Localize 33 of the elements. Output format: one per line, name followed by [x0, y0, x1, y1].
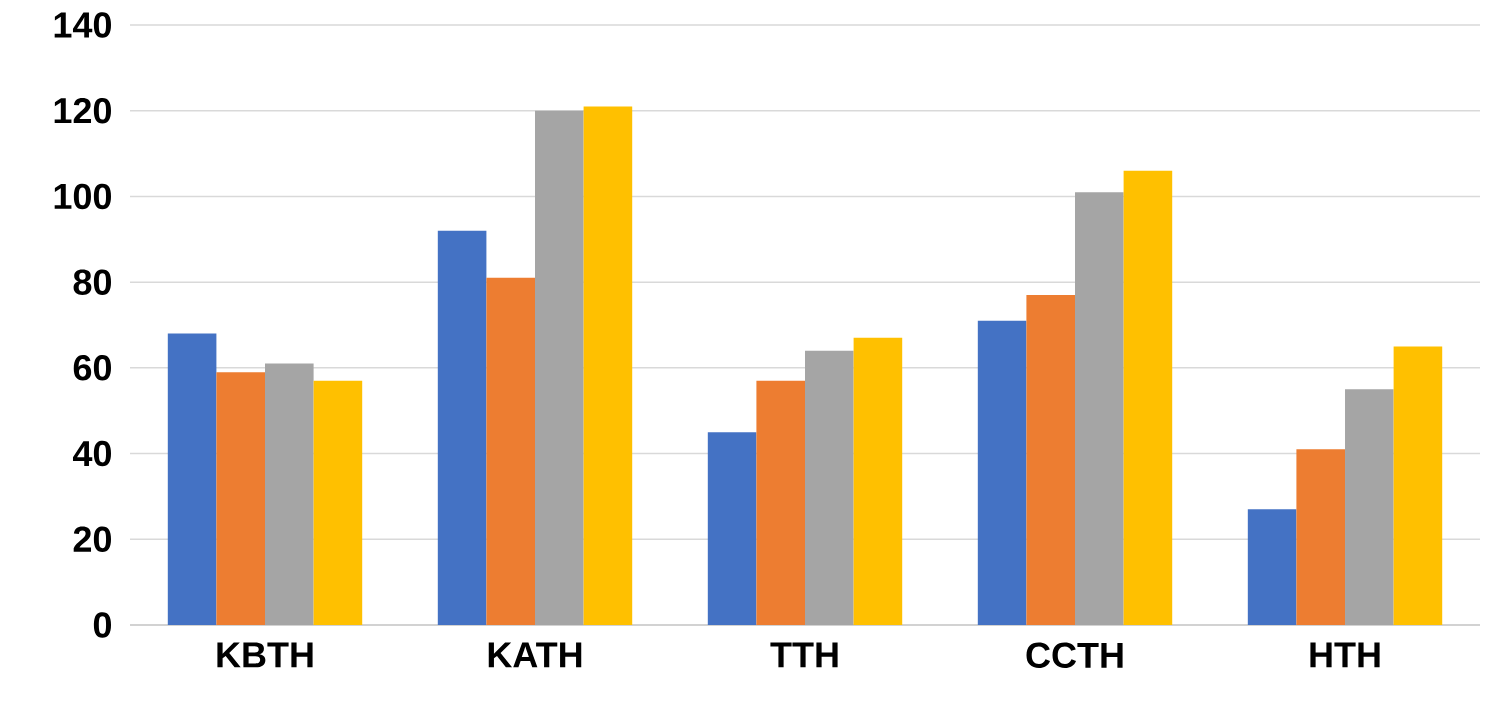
bar	[756, 380, 806, 625]
y-tick-label: 100	[54, 183, 111, 210]
y-tick-label: 40	[72, 440, 111, 467]
bar	[437, 230, 487, 625]
bar	[313, 380, 363, 625]
y-tick-label: 80	[73, 269, 111, 295]
x-tick-label: HTH	[1310, 642, 1380, 668]
bar	[853, 337, 903, 625]
x-tick-label: TTH	[770, 642, 838, 668]
bar	[486, 277, 535, 625]
bar	[1345, 389, 1394, 625]
bar	[1123, 170, 1173, 625]
bar	[1393, 346, 1443, 625]
y-tick-label: 140	[54, 12, 111, 38]
bar	[1026, 295, 1076, 625]
bar	[977, 320, 1027, 625]
x-tick-label: KATH	[488, 642, 582, 668]
y-tick-label: 20	[73, 526, 111, 553]
bar	[1296, 449, 1346, 625]
bar	[265, 363, 314, 625]
bar	[583, 106, 633, 625]
y-tick-label: 60	[73, 355, 111, 381]
y-tick-label: 120	[54, 97, 111, 124]
y-tick-label: 0	[93, 612, 112, 638]
bar	[707, 432, 757, 625]
bar	[535, 110, 584, 625]
x-tick-label: KBTH	[217, 642, 313, 668]
bar	[216, 372, 265, 625]
bar	[1075, 192, 1124, 625]
bar	[805, 350, 854, 625]
bar	[1247, 509, 1297, 625]
x-tick-label: CCTH	[1026, 642, 1123, 669]
bar	[167, 333, 217, 625]
